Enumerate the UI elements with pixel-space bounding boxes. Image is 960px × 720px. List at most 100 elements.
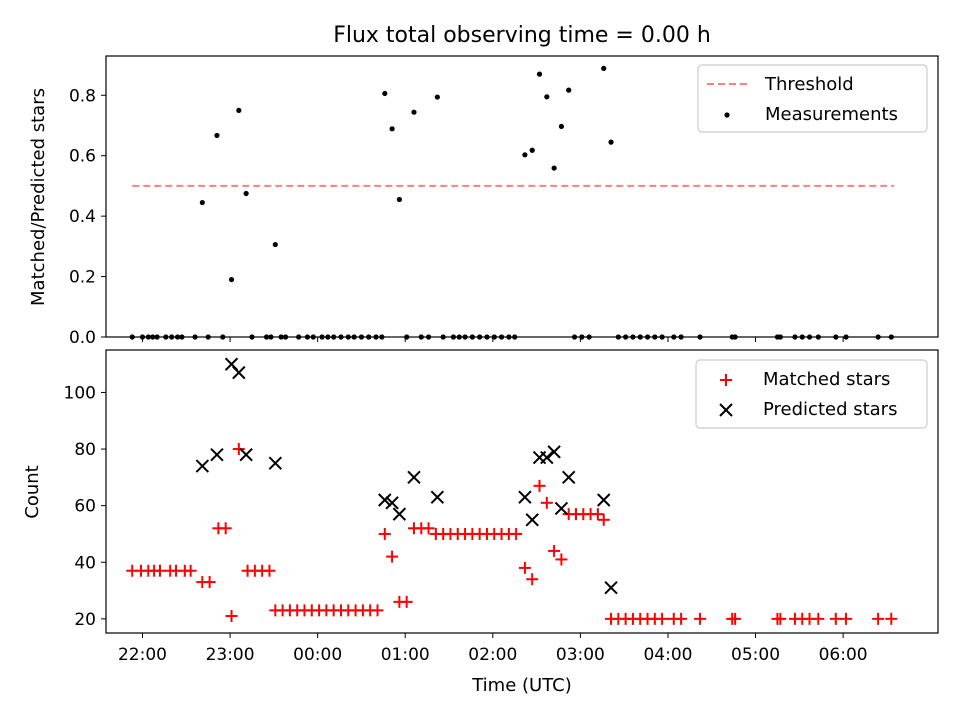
ratio-legend: Threshold Measurements: [697, 64, 928, 133]
count-y-axis-label: Count: [22, 465, 43, 518]
count-x-tick-label: 00:00: [293, 645, 342, 665]
threshold-legend-label: Threshold: [764, 74, 854, 95]
matched-legend-label: Matched stars: [763, 369, 890, 390]
matched-stars-point: [885, 612, 898, 625]
measurements-point: [411, 109, 417, 115]
measurements-point: [566, 87, 572, 93]
count-y-tick-label: 100: [64, 383, 96, 403]
matched-stars-point: [371, 604, 384, 617]
count-y-tick-label: 80: [74, 440, 96, 460]
measurements-point: [199, 199, 205, 206]
predicted-stars-point: [554, 501, 569, 516]
x-axis-label: Time (UTC): [471, 675, 572, 696]
measurements-legend-swatch: [724, 112, 730, 118]
matched-stars-point: [555, 553, 568, 566]
matched-stars-point: [203, 576, 216, 589]
ratio-y-tick-label: 0.8: [69, 86, 96, 106]
matched-stars-point: [154, 564, 167, 577]
count-x-tick-label: 23:00: [206, 645, 255, 665]
ratio-y-tick-label: 0.0: [69, 328, 96, 348]
predicted-stars-point: [518, 490, 532, 504]
matched-legend-swatch: [720, 374, 732, 386]
matched-stars-point: [812, 612, 825, 625]
predicted-stars-point: [392, 507, 407, 521]
measurements-point: [389, 126, 395, 132]
matched-stars-point: [518, 561, 531, 574]
count-y-tick-label: 20: [74, 610, 96, 630]
matched-stars-point: [526, 573, 539, 586]
predicted-stars-point: [525, 513, 539, 527]
measurements-point: [536, 71, 543, 77]
matched-stars-point: [597, 513, 610, 526]
matched-stars-point: [840, 612, 853, 625]
matched-stars-point: [591, 508, 604, 521]
count-x-tick-label: 04:00: [643, 645, 692, 665]
matched-stars-point: [548, 544, 561, 557]
ratio-y-tick-label: 0.4: [69, 207, 96, 227]
count-x-tick-label: 03:00: [556, 645, 605, 665]
predicted-stars-point: [378, 493, 392, 507]
matched-stars-point: [829, 612, 842, 625]
measurements-point: [243, 190, 249, 197]
matched-stars-point: [510, 527, 523, 540]
count-x-tick-label: 05:00: [731, 645, 780, 665]
matched-stars-point: [694, 612, 707, 625]
predicted-stars-point: [239, 448, 253, 462]
chart-title: Flux total observing time = 0.00 h: [333, 23, 711, 48]
measurements-point: [228, 276, 235, 283]
count-x-tick-label: 22:00: [118, 645, 167, 665]
count-legend: Matched stars Predicted stars: [695, 359, 928, 429]
ratio-axes-frame: [105, 55, 939, 338]
predicted-stars-point: [430, 490, 445, 504]
predicted-stars-point: [547, 445, 561, 459]
matched-stars-point: [263, 564, 276, 577]
count-x-tick-label: 02:00: [468, 645, 517, 665]
predicted-stars-point: [540, 450, 554, 465]
count-y-tick-label: 60: [74, 497, 96, 517]
matched-stars-point: [219, 522, 232, 535]
predicted-legend-swatch: [719, 403, 733, 417]
matched-stars-point: [232, 443, 245, 456]
predicted-stars-point: [562, 470, 576, 485]
predicted-stars-point: [407, 470, 421, 485]
matched-stars-point: [225, 610, 238, 623]
matched-stars-point: [533, 479, 546, 492]
ratio-y-axis-label: Matched/Predicted stars: [28, 88, 49, 306]
measurements-point: [236, 107, 242, 113]
measurements-point: [608, 139, 614, 145]
measurements-point: [544, 94, 550, 100]
predicted-stars-point: [385, 496, 399, 510]
matched-stars-point: [400, 595, 413, 608]
predicted-stars-point: [604, 581, 618, 595]
predicted-stars-point: [597, 493, 611, 507]
measurements-point: [272, 241, 278, 248]
measurements-point: [601, 65, 607, 71]
matched-stars-point: [729, 612, 742, 625]
measurements-point: [522, 152, 528, 158]
count-axes-frame: [105, 349, 939, 634]
matched-stars-point: [774, 612, 787, 625]
matched-stars-point: [378, 527, 391, 540]
predicted-stars-point: [232, 365, 246, 380]
measurements-point: [396, 196, 402, 203]
matched-stars-point: [675, 612, 688, 625]
measurements-point: [529, 147, 535, 153]
matched-stars-point: [422, 522, 435, 535]
ratio-panel: 0.0 0.2 0.4 0.6 0.8: [69, 55, 939, 348]
predicted-stars-point: [210, 448, 224, 462]
predicted-legend-label: Predicted stars: [763, 399, 897, 420]
measurements-point: [214, 132, 220, 139]
measurements-point: [382, 90, 388, 97]
measurements-point: [551, 165, 557, 171]
predicted-stars-point: [268, 456, 283, 470]
measurements-point: [558, 123, 565, 130]
matched-stars-point: [656, 612, 669, 625]
matched-stars-point: [386, 550, 399, 563]
ratio-y-tick-label: 0.2: [69, 268, 96, 288]
ratio-y-tick-label: 0.6: [69, 147, 96, 167]
measurements-legend-label: Measurements: [765, 104, 898, 125]
matched-stars-point: [540, 496, 553, 509]
count-x-tick-label: 01:00: [381, 645, 430, 665]
count-y-tick-label: 40: [74, 553, 96, 573]
predicted-stars-point: [195, 459, 210, 473]
